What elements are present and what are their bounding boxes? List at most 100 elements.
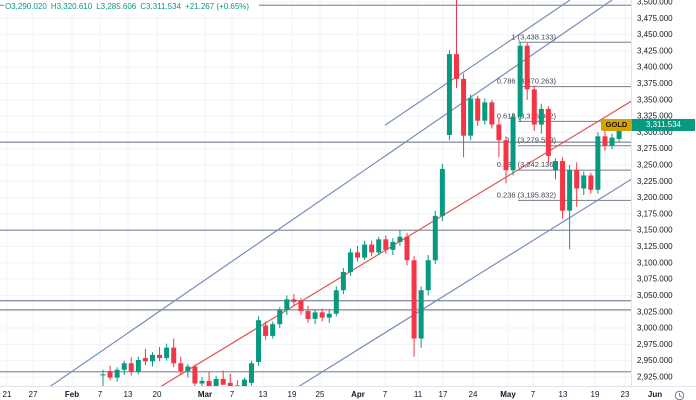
candle-body: [552, 161, 558, 171]
time-axis-label: 21: [3, 390, 12, 399]
candle-body: [376, 239, 382, 253]
candle-body: [220, 378, 226, 385]
price-axis-label: 3,225.000: [637, 177, 673, 186]
trend-line-red[interactable]: [155, 62, 696, 390]
time-axis-label: 7: [531, 390, 536, 399]
candle: [362, 240, 368, 261]
candle: [291, 294, 297, 306]
candle: [241, 377, 247, 386]
time-axis-label: Apr: [351, 390, 365, 399]
grid: [0, 0, 656, 386]
price-axis-label: 3,350.000: [637, 95, 673, 104]
time-axis-label: 7: [98, 390, 103, 399]
candle-body: [461, 78, 467, 136]
candle: [340, 268, 346, 295]
candle-body: [326, 313, 332, 318]
candle-body: [227, 382, 233, 386]
price-axis-label: 3,050.000: [637, 291, 673, 300]
candle-body: [241, 379, 247, 386]
candle-body: [178, 363, 184, 372]
candle-body: [531, 89, 537, 125]
candle: [135, 356, 141, 375]
candle-body: [142, 358, 148, 362]
candle: [482, 98, 488, 125]
candle-body: [256, 320, 262, 362]
candle-body: [489, 102, 495, 125]
time-axis-label: 11: [414, 390, 423, 399]
candle-body: [192, 366, 198, 384]
candle: [552, 158, 558, 180]
trend-line-blue[interactable]: [384, 0, 571, 126]
candle: [390, 238, 396, 256]
price-axis-label: 3,425.000: [637, 46, 673, 55]
candle-body: [524, 45, 530, 90]
fib-level-label: 0.618 (3,316.982): [497, 111, 557, 120]
candle-body: [602, 136, 608, 146]
candle: [560, 157, 566, 219]
candle-body: [383, 239, 389, 250]
candle: [284, 295, 290, 316]
trend-line-blue[interactable]: [290, 139, 696, 392]
fib-level-label: 0.236 (3,195.832): [497, 190, 557, 199]
candle: [319, 308, 325, 322]
candle: [376, 236, 382, 256]
candle: [305, 305, 311, 323]
candle: [114, 367, 120, 382]
candle-body: [425, 260, 431, 291]
candle-body: [305, 311, 311, 319]
fib-level-label: 1 (3,438.133): [511, 32, 556, 41]
candle-body: [482, 102, 488, 121]
candle: [206, 371, 212, 386]
open-value: O3,290.020: [5, 2, 47, 11]
candle-body: [446, 54, 452, 136]
time-axis-label: 13: [559, 390, 568, 399]
candle-body: [171, 347, 177, 364]
candle: [263, 321, 269, 340]
candle-body: [545, 108, 551, 156]
candle: [312, 309, 318, 325]
candle-body: [185, 366, 191, 372]
candle: [248, 360, 254, 386]
low-value: L3,285.606: [96, 2, 137, 11]
candle-body: [164, 347, 170, 359]
candle-body: [270, 324, 276, 336]
candle: [595, 132, 601, 194]
candle-body: [263, 325, 269, 336]
candle: [142, 348, 148, 366]
candle: [185, 363, 191, 378]
candle-body: [199, 380, 205, 384]
candle-body: [284, 299, 290, 310]
candle: [192, 364, 198, 386]
time-axis-label: 13: [124, 390, 133, 399]
candle: [121, 360, 127, 376]
candle: [489, 99, 495, 129]
price-axis-label: 3,275.000: [637, 144, 673, 153]
candle-body: [432, 215, 438, 261]
price-axis[interactable]: 2,925.000 2,950.000 2,975.000 3,000.000 3,02…: [637, 0, 673, 381]
candle: [545, 106, 551, 164]
change-value: +21.267 (+0.65%): [185, 2, 250, 11]
time-axis-label: 27: [29, 390, 38, 399]
trend-line-blue[interactable]: [45, 0, 613, 390]
candle: [461, 73, 467, 158]
candle: [432, 210, 438, 265]
price-axis-label: 3,125.000: [637, 242, 673, 251]
candle-body: [468, 98, 474, 136]
candle: [609, 133, 615, 150]
candle-body: [319, 312, 325, 318]
time-axis-label: 17: [439, 390, 448, 399]
candle: [107, 365, 113, 381]
candle: [256, 316, 262, 366]
price-axis-label: 3,075.000: [637, 275, 673, 284]
candle-body: [404, 236, 410, 261]
price-axis-label: 2,975.000: [637, 340, 673, 349]
candle: [171, 338, 177, 368]
candle-body: [347, 252, 353, 272]
time-scale-clock-icon[interactable]: [674, 388, 685, 400]
time-axis[interactable]: 21 27 Feb 7 13 20 Mar 7 13 19 25 Apr 7 11 17 24 May 7 13 19…: [3, 390, 663, 399]
candle: [517, 42, 523, 122]
candle: [411, 256, 417, 357]
candle: [199, 376, 205, 386]
